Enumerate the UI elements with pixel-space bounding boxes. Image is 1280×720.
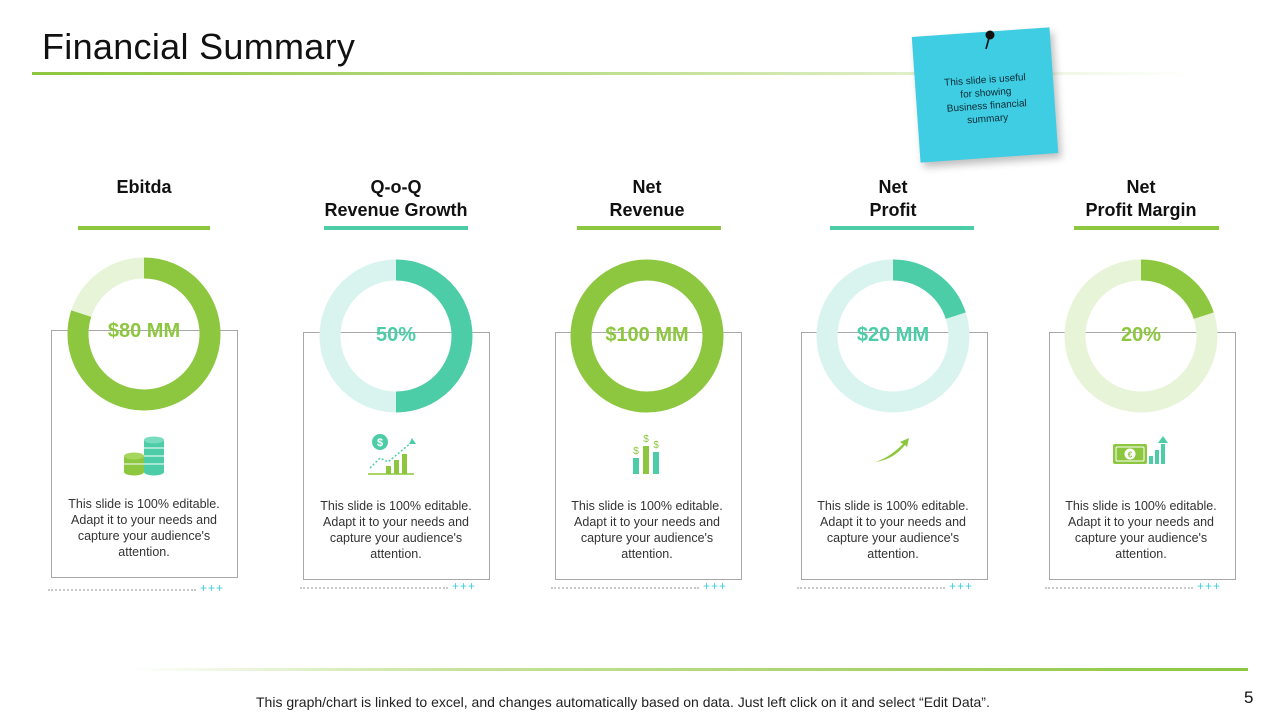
donut-chart bbox=[67, 257, 221, 411]
coins-icon bbox=[124, 436, 164, 476]
donut-chart bbox=[570, 259, 724, 413]
metric-value: $20 MM bbox=[856, 324, 930, 346]
metric-net-profit: Net Profit $20 MM This slide is 100% edit… bbox=[793, 0, 993, 620]
metric-description: This slide is 100% editable. Adapt it to… bbox=[1065, 499, 1217, 561]
metric-value: $80 MM bbox=[107, 320, 181, 342]
donut-chart bbox=[319, 259, 473, 413]
metric-title: Net Revenue bbox=[609, 177, 685, 220]
metric-net-profit-margin: Net Profit Margin 20% € This slide is 100… bbox=[1041, 0, 1241, 620]
metric-title-rule bbox=[830, 226, 974, 230]
svg-text:$: $ bbox=[377, 437, 383, 449]
metric-description: This slide is 100% editable. Adapt it to… bbox=[817, 499, 969, 561]
metric-title-rule bbox=[78, 226, 210, 230]
metric-description: This slide is 100% editable. Adapt it to… bbox=[320, 499, 472, 561]
metric-description: This slide is 100% editable. Adapt it to… bbox=[68, 497, 220, 559]
dotted-divider bbox=[48, 589, 196, 591]
metric-value: 20% bbox=[1120, 324, 1162, 346]
metric-title-rule bbox=[324, 226, 468, 230]
donut-arc bbox=[67, 257, 221, 411]
pushpin-icon bbox=[985, 30, 995, 50]
svg-text:$: $ bbox=[653, 440, 659, 451]
metric-value: 50% bbox=[375, 324, 417, 346]
plus-marks: +++ bbox=[452, 579, 477, 593]
metric-title: Net Profit Margin bbox=[1085, 177, 1197, 220]
page-title: Financial Summary bbox=[42, 26, 356, 67]
footer-rule bbox=[130, 668, 1248, 671]
donut-arc bbox=[892, 259, 966, 320]
dotted-divider bbox=[1045, 587, 1193, 589]
dollar-bars-icon: $ $ $ bbox=[633, 434, 659, 474]
metric-value: $100 MM bbox=[605, 324, 689, 346]
metric-qoq-revenue-growth: Q-o-Q Revenue Growth 50% $ This slide is … bbox=[296, 0, 496, 620]
plus-marks: +++ bbox=[703, 579, 728, 593]
growth-chart-icon: $ bbox=[368, 434, 416, 475]
donut-arc bbox=[395, 259, 473, 413]
plus-marks: +++ bbox=[200, 581, 225, 595]
page-number: 5 bbox=[1244, 688, 1254, 707]
plus-marks: +++ bbox=[1197, 579, 1222, 593]
dotted-divider bbox=[300, 587, 448, 589]
metric-title-rule bbox=[1074, 226, 1219, 230]
cash-chart-icon: € bbox=[1113, 436, 1168, 464]
metric-net-revenue: Net Revenue $100 MM $ $ $ This slide is 100… bbox=[547, 0, 747, 620]
dotted-divider bbox=[797, 587, 945, 589]
metric-title: Q-o-Q Revenue Growth bbox=[324, 177, 468, 220]
donut-arc bbox=[570, 259, 724, 413]
title-underline bbox=[32, 72, 1192, 75]
metric-title: Ebitda bbox=[116, 177, 172, 197]
metric-title-rule bbox=[577, 226, 721, 230]
donut-chart bbox=[1064, 259, 1218, 413]
footer-note: This graph/chart is linked to excel, and… bbox=[256, 694, 990, 710]
metric-description: This slide is 100% editable. Adapt it to… bbox=[571, 499, 723, 561]
donut-chart bbox=[816, 259, 970, 413]
plus-marks: +++ bbox=[949, 579, 974, 593]
dotted-divider bbox=[551, 587, 699, 589]
metric-ebitda: Ebitda $80 MM This slide is 100% editabl… bbox=[44, 0, 244, 620]
metric-title: Net Profit bbox=[869, 177, 917, 220]
rising-arrow-icon bbox=[875, 438, 909, 462]
donut-arc bbox=[1140, 259, 1214, 320]
svg-text:$: $ bbox=[643, 434, 649, 445]
svg-text:$: $ bbox=[633, 446, 639, 457]
svg-text:€: € bbox=[1128, 451, 1133, 460]
